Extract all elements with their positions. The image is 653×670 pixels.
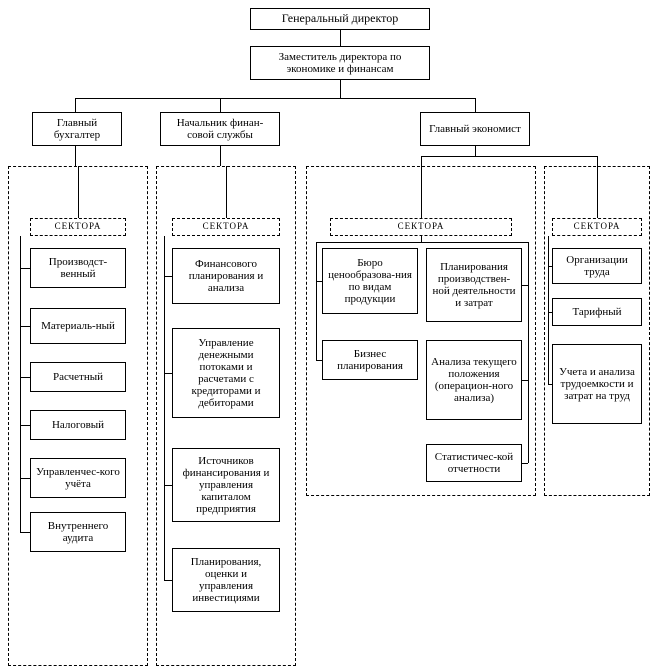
- connector: [421, 166, 422, 218]
- connector: [597, 166, 598, 218]
- item-acc-2: Расчетный: [30, 362, 126, 392]
- item-econL-1: Бизнес планирования: [322, 340, 418, 380]
- connector: [340, 30, 341, 46]
- ceo-box: Генеральный директор: [250, 8, 430, 30]
- item-econR-1: Анализа текущего положения (операцион-но…: [426, 340, 522, 420]
- sector-label-fin: СЕКТОРА: [172, 218, 280, 236]
- connector: [421, 236, 422, 242]
- item-acc-4: Управленчес-кого учёта: [30, 458, 126, 498]
- connector: [548, 384, 552, 385]
- connector: [220, 146, 221, 166]
- sector-label-lab: СЕКТОРА: [552, 218, 642, 236]
- connector: [164, 276, 172, 277]
- connector: [20, 236, 21, 532]
- connector: [20, 425, 30, 426]
- item-label: Анализа текущего положения (операцион-но…: [431, 356, 517, 404]
- connector: [522, 285, 528, 286]
- deputy-box: Заместитель директора по экономике и фин…: [250, 46, 430, 80]
- item-lab-2: Учета и анализа трудоемкости и затрат на…: [552, 344, 642, 424]
- item-econL-0: Бюро ценообразова-ния по видам продукции: [322, 248, 418, 314]
- head-accountant-label: Главный бухгалтер: [37, 117, 117, 141]
- item-lab-0: Организации труда: [552, 248, 642, 284]
- connector: [316, 242, 528, 243]
- item-acc-5: Внутреннего аудита: [30, 512, 126, 552]
- item-label: Бизнес планирования: [327, 348, 413, 372]
- item-label: Внутреннего аудита: [35, 520, 121, 544]
- connector: [528, 242, 529, 463]
- connector: [78, 166, 79, 218]
- item-label: Управленчес-кого учёта: [35, 466, 121, 490]
- item-label: Материаль-ный: [41, 320, 115, 332]
- item-label: Тарифный: [572, 306, 621, 318]
- item-econR-0: Планирования производствен-ной деятельно…: [426, 248, 522, 322]
- sector-text: СЕКТОРА: [398, 222, 445, 232]
- item-acc-0: Производст-венный: [30, 248, 126, 288]
- connector: [316, 242, 317, 360]
- connector: [20, 377, 30, 378]
- item-label: Бюро ценообразова-ния по видам продукции: [327, 257, 413, 305]
- head-finance-label: Начальник финан-совой службы: [165, 117, 275, 141]
- item-econR-2: Статистичес-кой отчетности: [426, 444, 522, 482]
- connector: [475, 146, 476, 156]
- connector: [340, 80, 341, 98]
- item-label: Налоговый: [52, 419, 104, 431]
- sector-text: СЕКТОРА: [203, 222, 250, 232]
- item-label: Учета и анализа трудоемкости и затрат на…: [557, 366, 637, 402]
- item-fin-2: Источников финансирования и управления к…: [172, 448, 280, 522]
- connector: [164, 580, 172, 581]
- connector: [548, 266, 552, 267]
- ceo-label: Генеральный директор: [282, 12, 399, 25]
- connector: [548, 312, 552, 313]
- connector: [522, 380, 528, 381]
- connector: [164, 485, 172, 486]
- connector: [475, 98, 476, 112]
- item-label: Производст-венный: [35, 256, 121, 280]
- sector-label-econ: СЕКТОРА: [330, 218, 512, 236]
- item-label: Расчетный: [53, 371, 103, 383]
- head-economist-label: Главный экономист: [429, 123, 521, 135]
- connector: [226, 166, 227, 218]
- head-finance: Начальник финан-совой службы: [160, 112, 280, 146]
- connector: [522, 463, 528, 464]
- head-economist: Главный экономист: [420, 112, 530, 146]
- connector: [20, 532, 30, 533]
- item-fin-0: Финансового планирования и анализа: [172, 248, 280, 304]
- connector: [421, 156, 597, 157]
- connector: [75, 98, 475, 99]
- item-label: Статистичес-кой отчетности: [431, 451, 517, 475]
- connector: [316, 360, 322, 361]
- sector-text: СЕКТОРА: [55, 222, 102, 232]
- item-acc-1: Материаль-ный: [30, 308, 126, 344]
- connector: [220, 98, 221, 112]
- item-label: Планирования, оценки и управления инвест…: [177, 556, 275, 604]
- item-label: Организации труда: [557, 254, 637, 278]
- connector: [597, 156, 598, 166]
- connector: [164, 373, 172, 374]
- connector: [164, 236, 165, 580]
- item-label: Финансового планирования и анализа: [177, 258, 275, 294]
- connector: [75, 98, 76, 112]
- connector: [316, 281, 322, 282]
- connector: [20, 326, 30, 327]
- head-accountant: Главный бухгалтер: [32, 112, 122, 146]
- connector: [75, 146, 76, 166]
- item-fin-1: Управление денежными потоками и расчетам…: [172, 328, 280, 418]
- item-acc-3: Налоговый: [30, 410, 126, 440]
- item-label: Источников финансирования и управления к…: [177, 455, 275, 515]
- sector-text: СЕКТОРА: [574, 222, 621, 232]
- connector: [20, 478, 30, 479]
- sector-label-acc: СЕКТОРА: [30, 218, 126, 236]
- connector: [20, 268, 30, 269]
- deputy-label: Заместитель директора по экономике и фин…: [255, 51, 425, 75]
- item-lab-1: Тарифный: [552, 298, 642, 326]
- connector: [548, 236, 549, 384]
- item-label: Планирования производствен-ной деятельно…: [431, 261, 517, 309]
- connector: [421, 156, 422, 166]
- item-fin-3: Планирования, оценки и управления инвест…: [172, 548, 280, 612]
- item-label: Управление денежными потоками и расчетам…: [177, 337, 275, 410]
